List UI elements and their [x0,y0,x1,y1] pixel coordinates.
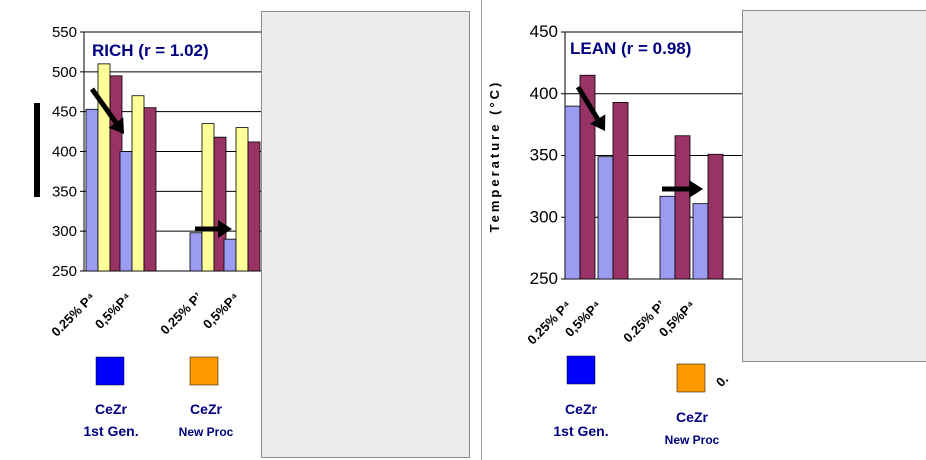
legend-label: New Proc [665,433,720,447]
bar [579,74,596,280]
bar [223,238,237,272]
y-tick-label: 500 [52,64,77,81]
arrow-indicator [662,180,703,198]
arrow-head [590,114,606,131]
legend-label: New Proc [179,425,234,439]
x-tick-label: 0,5%P⁴ [92,290,134,332]
x-tick-label: 0.25% P’ [620,298,668,346]
x-tick-label: 0.25% P’ [157,290,205,338]
rich-chart: 250 300 350 400 450 500 550 RICH (r = 1.02) 0.25… [34,24,262,439]
bar [674,135,691,280]
legend-label: CeZr [190,401,222,417]
arrow-head [108,117,124,134]
y-tick-label: 250 [52,263,77,280]
bar [85,108,99,272]
y-tick-label: 350 [530,146,558,165]
y-axis-label: Temperature (°C) [487,80,502,233]
bar [201,123,215,272]
bar [707,153,724,280]
rich-chart-panel: 250 300 350 400 450 500 550 RICH (r = 1.02) 0.25… [34,11,470,458]
overlay-box [742,10,926,362]
legend-label: CeZr [676,409,708,425]
bar [119,151,133,272]
y-tick-label: 300 [530,207,558,226]
chart-title: RICH (r = 1.02) [92,41,209,60]
bar [247,141,261,272]
arrow-shaft [89,87,118,125]
y-tick-label: 450 [52,104,77,121]
bar [597,156,614,280]
legend-label: 1st Gen. [83,423,138,439]
legend-swatch [676,363,706,393]
bar [143,107,157,272]
chart-title: LEAN (r = 0.98) [570,39,691,58]
arrow-shaft [575,85,600,121]
bar [131,95,145,272]
x-tick-label-partial: 0. [713,372,731,390]
y-tick-label: 400 [52,144,77,161]
y-tick-label: 250 [530,269,558,288]
axis-label-bar [34,103,40,197]
legend-label: 1st Gen. [553,423,608,439]
y-tick-label: 300 [52,223,77,240]
arrow-indicator [575,85,606,131]
legend-swatch [566,355,596,385]
y-tick-label: 550 [52,24,77,41]
bar [659,195,676,280]
legend-label: CeZr [565,401,597,417]
bar [213,136,227,272]
lean-chart-panel: 250 300 350 400 450 LEAN (r = 0.98) 0.25% P⁴ 0,… [482,0,926,460]
bar [692,203,709,280]
legend-swatch [95,356,125,386]
arrow-indicator [89,87,124,134]
arrow-head [689,180,703,198]
bar [235,127,249,272]
x-tick-label: 0.25% P⁴ [524,298,574,348]
x-tick-label: 0.25% P⁴ [48,290,98,340]
legend-swatch [189,356,219,386]
bar [612,101,629,280]
bar [564,105,581,280]
y-tick-label: 450 [530,22,558,41]
overlay-box [261,11,470,458]
panel-divider [481,0,482,460]
arrow-head [218,220,232,238]
bar [189,232,203,272]
arrow-indicator [195,220,232,238]
x-tick-label: 0,5%P⁴ [200,290,242,332]
legend-label: CeZr [95,401,127,417]
bar [97,63,111,272]
y-tick-label: 400 [530,84,558,103]
y-tick-label: 350 [52,183,77,200]
